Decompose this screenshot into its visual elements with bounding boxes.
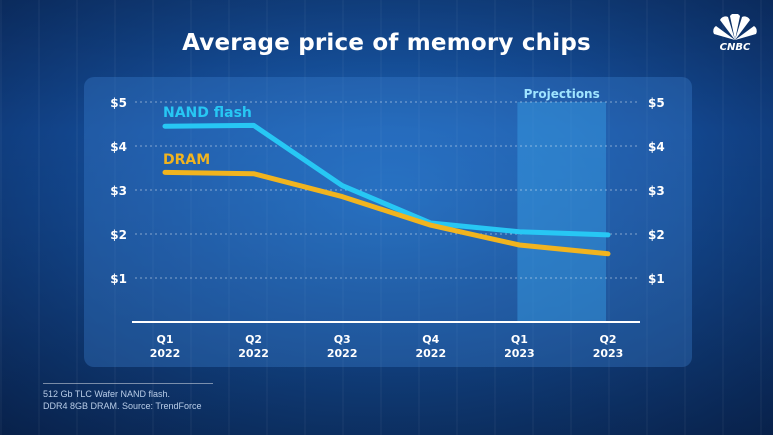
source-footnote: 512 Gb TLC Wafer NAND flash. DDR4 8GB DR… [43, 388, 202, 412]
x-tick-label-quarter: Q4 [422, 333, 439, 346]
series-label-nand-flash: NAND flash [163, 105, 252, 121]
footnote-dram-source: DDR4 8GB DRAM. Source: TrendForce [43, 401, 202, 411]
x-tick-label-quarter: Q2 [245, 333, 262, 346]
y-tick-label-right: $2 [648, 228, 665, 242]
x-tick-label-year: 2023 [593, 347, 624, 360]
y-tick-label-left: $2 [110, 228, 127, 242]
x-tick-label-year: 2023 [504, 347, 535, 360]
footnote-divider [43, 383, 213, 384]
projection-label: Projections [524, 87, 600, 101]
brand-logo-text: CNBC [719, 42, 751, 53]
x-tick-label-year: 2022 [327, 347, 358, 360]
projection-band [517, 102, 606, 322]
y-tick-label-left: $3 [110, 184, 127, 198]
y-tick-label-left: $5 [110, 96, 127, 110]
x-tick-label-quarter: Q3 [334, 333, 351, 346]
y-tick-label-left: $1 [110, 272, 127, 286]
y-tick-label-right: $1 [648, 272, 665, 286]
series-line-nand-flash [162, 122, 611, 238]
y-tick-label-right: $5 [648, 96, 665, 110]
x-tick-label-quarter: Q1 [156, 333, 173, 346]
y-tick-label-right: $4 [648, 140, 665, 154]
cnbc-peacock-icon [713, 14, 757, 40]
y-tick-label-right: $3 [648, 184, 665, 198]
x-tick-label-year: 2022 [150, 347, 181, 360]
x-tick-label-year: 2022 [238, 347, 269, 360]
x-tick-label-year: 2022 [415, 347, 446, 360]
x-tick-label-quarter: Q2 [599, 333, 616, 346]
series-label-dram: DRAM [163, 152, 210, 168]
x-tick-label-quarter: Q1 [511, 333, 528, 346]
series-line-dram [162, 169, 611, 257]
y-tick-label-left: $4 [110, 140, 127, 154]
chart-title: Average price of memory chips [182, 30, 591, 56]
footnote-nand: 512 Gb TLC Wafer NAND flash. [43, 389, 171, 399]
